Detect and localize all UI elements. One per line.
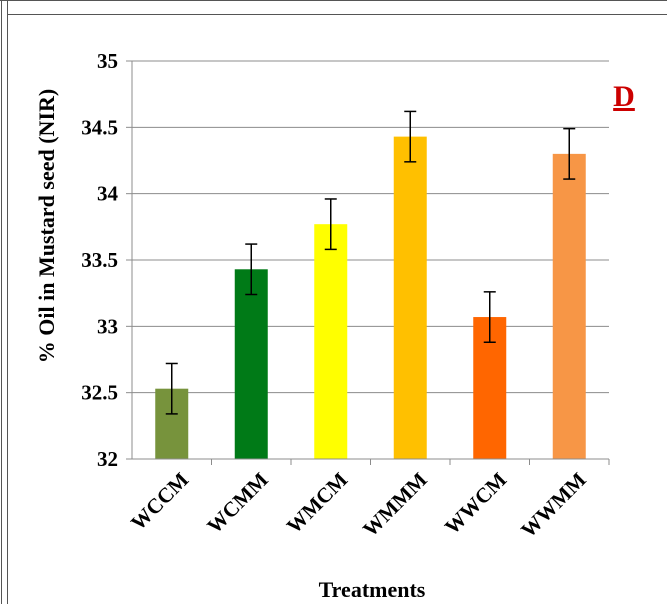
- bar-wwmm: [552, 153, 586, 459]
- y-tick-label: 34: [97, 182, 119, 206]
- gridlines: [126, 60, 610, 465]
- y-tick-label: 34.5: [81, 115, 118, 139]
- y-tick-label: 32: [97, 447, 118, 471]
- bar-wcmm: [234, 269, 268, 459]
- y-tick-label: 33: [97, 314, 118, 338]
- x-category-label: WWMM: [516, 467, 591, 542]
- x-axis-title: Treatments: [319, 577, 426, 602]
- y-axis-title: % Oil in Mustard seed (NIR): [34, 89, 59, 363]
- x-category-label: WCCM: [126, 467, 193, 534]
- bar-wmmm: [393, 136, 427, 459]
- x-category-label: WCMM: [202, 467, 273, 538]
- x-category-label: WWCM: [440, 467, 512, 539]
- y-tick-labels: 32 32.5 33 33.5 34 34.5 35: [81, 49, 118, 471]
- bar-wmcm: [314, 224, 348, 459]
- x-category-label: WMCM: [282, 467, 353, 538]
- error-bars: [165, 110, 576, 415]
- bars: [155, 136, 586, 459]
- y-tick-label: 32.5: [81, 381, 118, 405]
- panel-letter: D: [613, 80, 635, 113]
- axes: [131, 61, 609, 460]
- x-category-label: WMMM: [358, 467, 432, 541]
- x-category-labels: WCCM WCMM WMCM WMMM WWCM WWMM: [126, 467, 591, 542]
- y-tick-label: 33.5: [81, 248, 118, 272]
- y-tick-label: 35: [97, 49, 118, 73]
